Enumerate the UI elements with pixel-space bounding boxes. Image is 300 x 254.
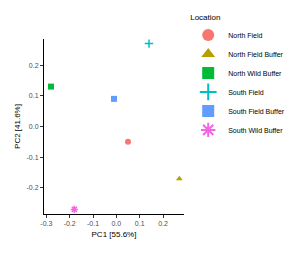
svg-text:South Field: South Field (228, 89, 264, 96)
svg-text:PC2 [41.6%]: PC2 [41.6%] (13, 104, 22, 149)
svg-text:-0.2: -0.2 (64, 220, 76, 227)
svg-text:PC1 [55.6%]: PC1 [55.6%] (92, 230, 137, 239)
svg-text:Location: Location (190, 13, 220, 22)
svg-text:-0.1: -0.1 (27, 154, 39, 161)
svg-text:0.2: 0.2 (29, 62, 39, 69)
svg-text:-0.3: -0.3 (40, 220, 52, 227)
svg-text:0.2: 0.2 (158, 220, 168, 227)
svg-text:0.0: 0.0 (29, 123, 39, 130)
svg-text:0.1: 0.1 (29, 92, 39, 99)
svg-text:0.0: 0.0 (111, 220, 121, 227)
svg-text:South Field Buffer: South Field Buffer (228, 108, 285, 115)
svg-text:0.1: 0.1 (135, 220, 145, 227)
svg-text:South Wild Buffer: South Wild Buffer (228, 127, 283, 134)
svg-text:-0.2: -0.2 (27, 184, 39, 191)
svg-text:North Wild Buffer: North Wild Buffer (228, 70, 282, 77)
svg-text:North Field: North Field (228, 32, 262, 39)
svg-text:North Field Buffer: North Field Buffer (228, 51, 283, 58)
svg-text:-0.1: -0.1 (87, 220, 99, 227)
